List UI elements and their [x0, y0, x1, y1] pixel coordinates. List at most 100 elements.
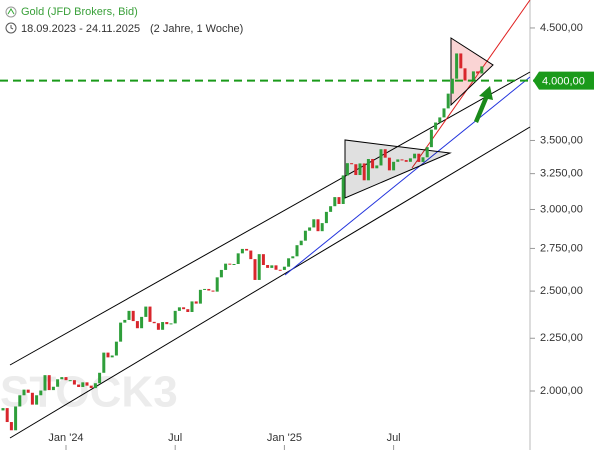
candle	[392, 161, 396, 171]
candle	[190, 301, 194, 312]
candle	[60, 377, 64, 380]
candle	[434, 122, 438, 130]
trend-line	[284, 76, 531, 276]
y-tick-label: 2.500,00	[540, 285, 583, 297]
candle	[236, 253, 240, 264]
candle	[140, 316, 144, 329]
candle	[471, 71, 475, 81]
candle	[232, 263, 236, 265]
candle	[81, 382, 85, 387]
candle	[266, 265, 270, 268]
candle	[35, 395, 39, 405]
y-tick-label: 2.750,00	[540, 242, 583, 254]
candle	[253, 259, 257, 280]
candle	[413, 153, 417, 159]
candle	[240, 248, 244, 254]
candle	[98, 372, 102, 384]
clock-icon	[5, 22, 17, 34]
y-tick-label: 3.500,00	[540, 134, 583, 146]
date-range: 18.09.2023 - 24.11.2025	[21, 23, 140, 35]
candle	[131, 310, 135, 322]
candle	[152, 321, 156, 324]
candle	[156, 323, 160, 330]
candle	[110, 355, 114, 358]
x-tick-label: Jan '25	[267, 432, 302, 444]
candle	[224, 263, 228, 270]
candle	[463, 68, 467, 81]
candle	[203, 288, 207, 290]
candle	[51, 386, 55, 391]
candle	[291, 256, 295, 259]
candle	[207, 288, 211, 291]
candle	[68, 380, 72, 382]
candle	[114, 341, 118, 356]
candle	[9, 422, 13, 431]
candle	[429, 129, 433, 148]
clock-icon	[10, 25, 14, 30]
candle	[274, 265, 278, 270]
candle	[476, 71, 480, 74]
candle	[102, 352, 106, 373]
candle	[39, 390, 43, 396]
candle	[18, 395, 22, 407]
icon	[5, 6, 17, 18]
candle	[56, 379, 60, 387]
candle	[123, 319, 127, 323]
candle	[77, 384, 81, 387]
candle	[303, 230, 307, 241]
candle	[194, 301, 198, 304]
watermark: STOCK3	[0, 368, 178, 417]
candle	[85, 382, 89, 386]
candle	[421, 157, 425, 162]
candle	[308, 227, 312, 231]
candle	[350, 163, 354, 165]
candle	[371, 159, 375, 169]
y-tick-label: 3.000,00	[540, 203, 583, 215]
candle	[1, 408, 5, 411]
candle	[438, 117, 442, 123]
candle	[72, 380, 76, 385]
candle	[182, 307, 186, 310]
candle	[245, 248, 249, 251]
candle	[408, 158, 412, 162]
candle	[329, 206, 333, 212]
candle	[312, 219, 316, 228]
candle	[316, 219, 320, 232]
candle	[354, 164, 358, 176]
candle	[198, 289, 202, 304]
candle	[30, 392, 34, 405]
candle	[173, 310, 177, 324]
price-tag	[533, 71, 594, 90]
candle	[455, 53, 459, 79]
candle	[14, 406, 18, 431]
candle	[228, 263, 232, 265]
candle	[295, 245, 299, 257]
candle	[161, 322, 165, 330]
channel-lower	[9, 126, 531, 439]
candle	[165, 322, 169, 325]
candle	[324, 211, 328, 224]
candle	[358, 163, 362, 176]
candle	[64, 377, 68, 381]
candle	[375, 165, 379, 169]
candle	[257, 254, 261, 280]
candle	[119, 322, 123, 342]
candle	[320, 223, 324, 232]
candle	[366, 159, 370, 181]
period: (2 Jahre, 1 Woche)	[150, 23, 243, 35]
candle	[93, 383, 97, 389]
candle	[47, 375, 51, 391]
candle	[404, 160, 408, 162]
candle	[345, 163, 349, 176]
candle	[26, 389, 30, 393]
candle	[135, 321, 139, 329]
candle	[282, 266, 286, 270]
candle	[400, 159, 404, 161]
triangle-pattern	[344, 139, 452, 199]
candle	[148, 306, 152, 322]
candle	[211, 290, 215, 292]
icon	[7, 8, 15, 15]
candle	[362, 163, 366, 181]
x-tick-label: Jul	[168, 432, 182, 444]
